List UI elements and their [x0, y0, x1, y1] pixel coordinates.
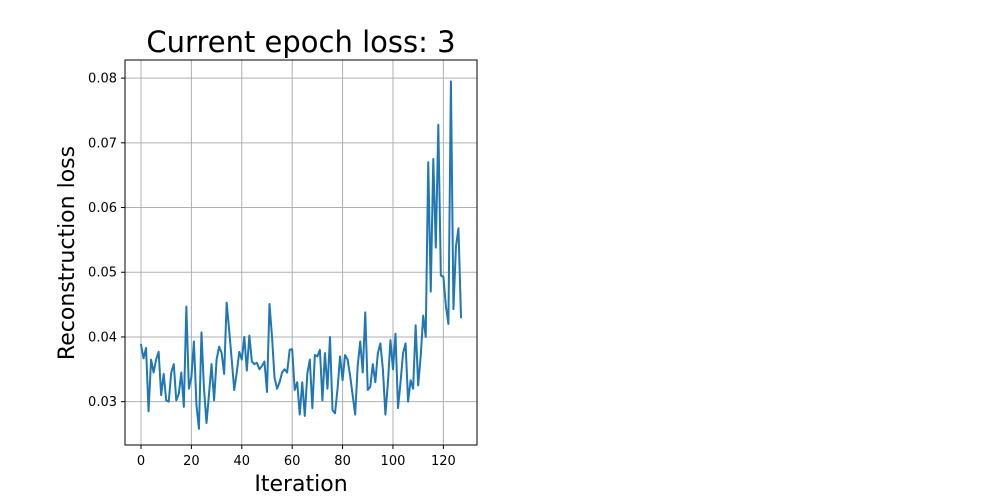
y-tick-label: 0.07	[88, 136, 117, 151]
y-tick-label: 0.04	[88, 330, 117, 345]
x-tick-label: 80	[334, 454, 351, 469]
y-tick-label: 0.06	[88, 201, 117, 216]
x-tick-label: 40	[234, 454, 251, 469]
y-tick-label: 0.03	[88, 395, 117, 410]
ticks: 0 20 40 60 80 100 120 0.03 0.04 0.05 0.06 0.07 0.08	[88, 72, 456, 469]
grid	[125, 60, 477, 445]
y-tick-label: 0.05	[88, 266, 117, 281]
x-tick-label: 60	[284, 454, 301, 469]
series-line-group	[140, 80, 462, 430]
x-tick-label: 20	[183, 454, 200, 469]
y-tick-label: 0.08	[88, 72, 117, 87]
x-tick-label: 0	[137, 454, 145, 469]
series-line	[140, 80, 462, 430]
x-tick-label: 100	[381, 454, 406, 469]
chart-title: Current epoch loss: 3	[146, 25, 455, 59]
x-axis-label: Iteration	[254, 472, 347, 497]
x-tick-label: 120	[431, 454, 456, 469]
y-axis-label: Reconstruction loss	[55, 146, 80, 360]
plot-frame	[124, 59, 478, 446]
